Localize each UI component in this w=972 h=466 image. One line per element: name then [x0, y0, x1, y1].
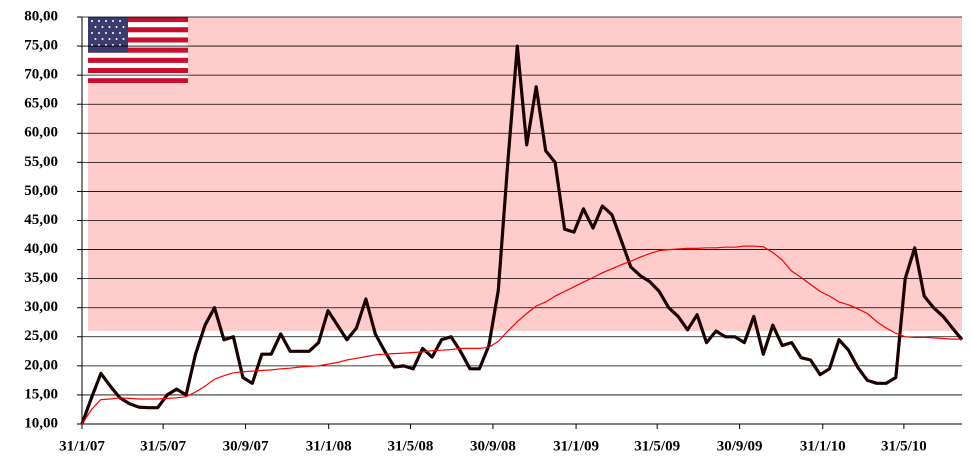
y-tick-label: 15,00: [24, 386, 58, 402]
data-line: [80, 44, 964, 425]
x-tick-label: 31/1/07: [59, 438, 105, 454]
x-tick-label: 31/5/07: [140, 438, 186, 454]
x-tick-label: 31/5/10: [881, 438, 927, 454]
y-tick-label: 65,00: [24, 96, 58, 112]
y-tick-label: 20,00: [24, 357, 58, 373]
y-tick-label: 35,00: [24, 270, 58, 286]
band-layer: [88, 17, 962, 331]
us-flag-icon: [88, 17, 188, 83]
y-tick-label: 30,00: [24, 299, 58, 315]
x-tick-label: 31/5/09: [634, 438, 680, 454]
y-tick-label: 75,00: [24, 38, 58, 54]
y-tick-label: 10,00: [24, 415, 58, 431]
y-tick-label: 55,00: [24, 154, 58, 170]
x-tick-label: 31/1/10: [800, 438, 846, 454]
y-tick-label: 80,00: [24, 8, 58, 24]
y-tick-label: 40,00: [24, 241, 58, 257]
x-tick-label: 31/1/08: [306, 438, 352, 454]
y-tick-label: 70,00: [24, 67, 58, 83]
x-tick-label: 31/5/08: [388, 438, 434, 454]
data-line: [81, 245, 962, 425]
shaded-band: [88, 17, 962, 331]
x-tick-label: 30/9/07: [223, 438, 269, 454]
x-tick-label: 31/1/09: [553, 438, 599, 454]
y-tick-label: 25,00: [24, 328, 58, 344]
x-tick-label: 30/9/08: [470, 438, 516, 454]
y-tick-label: 45,00: [24, 212, 58, 228]
y-tick-label: 60,00: [24, 125, 58, 141]
y-tick-label: 50,00: [24, 183, 58, 199]
x-tick-label: 30/9/09: [717, 438, 763, 454]
